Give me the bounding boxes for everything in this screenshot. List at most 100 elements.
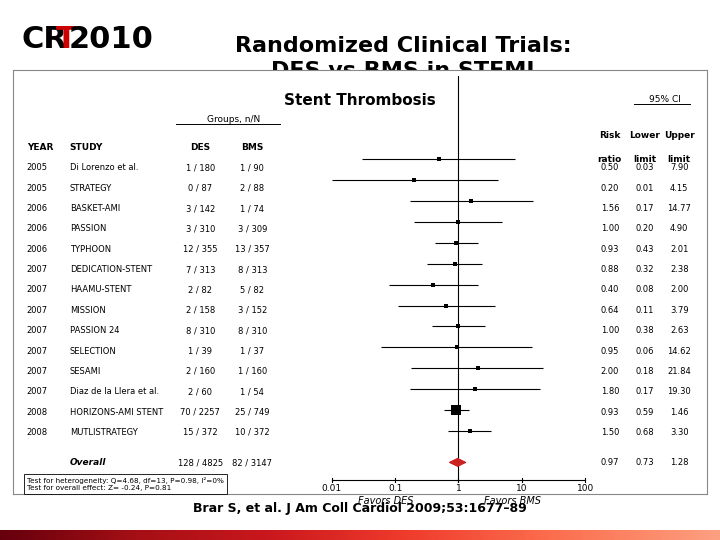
Text: 0.11: 0.11 [635,306,654,315]
Text: 70 / 2257: 70 / 2257 [181,408,220,416]
Text: 10 / 372: 10 / 372 [235,428,270,437]
Text: STUDY: STUDY [70,143,103,152]
Text: 2 / 158: 2 / 158 [186,306,215,315]
Text: 0.17: 0.17 [635,204,654,213]
Text: 0.01: 0.01 [635,184,654,193]
Text: HAAMU-STENT: HAAMU-STENT [70,286,131,294]
Text: 7.90: 7.90 [670,163,688,172]
Text: 8 / 313: 8 / 313 [238,265,267,274]
Text: 2.01: 2.01 [670,245,688,254]
Text: 2007: 2007 [27,286,48,294]
Text: 1 / 39: 1 / 39 [189,347,212,355]
Text: 4.15: 4.15 [670,184,688,193]
Text: Overall: Overall [70,458,107,468]
Text: 100: 100 [577,484,594,494]
Text: 0.43: 0.43 [635,245,654,254]
Text: SESAMI: SESAMI [70,367,102,376]
Text: 2007: 2007 [27,347,48,355]
Text: 2 / 82: 2 / 82 [189,286,212,294]
Text: 1 / 74: 1 / 74 [240,204,264,213]
Text: Upper: Upper [664,131,695,140]
Text: 1.00: 1.00 [600,225,619,233]
Text: PASSION: PASSION [70,225,107,233]
Text: Randomized Clinical Trials:
DES vs BMS in STEMI: Randomized Clinical Trials: DES vs BMS i… [235,36,572,81]
Text: 19.30: 19.30 [667,387,691,396]
Text: Favors BMS: Favors BMS [484,496,541,506]
Text: 3 / 309: 3 / 309 [238,225,267,233]
Text: 2008: 2008 [27,428,48,437]
Text: 1 / 90: 1 / 90 [240,163,264,172]
Text: Di Lorenzo et al.: Di Lorenzo et al. [70,163,138,172]
Text: MISSION: MISSION [70,306,106,315]
Text: 0.20: 0.20 [600,184,619,193]
Text: 2008: 2008 [27,408,48,416]
Text: 1 / 180: 1 / 180 [186,163,215,172]
Text: BMS: BMS [241,143,264,152]
Text: Test for heterogeneity: Q=4.68, df=13, P=0.98, I²=0%
Test for overall effect: Z=: Test for heterogeneity: Q=4.68, df=13, P… [27,477,224,491]
Text: 12 / 355: 12 / 355 [183,245,217,254]
Text: SELECTION: SELECTION [70,347,117,355]
Text: 10: 10 [516,484,528,494]
Text: MUTLISTRATEGY: MUTLISTRATEGY [70,428,138,437]
Text: 7 / 313: 7 / 313 [186,265,215,274]
Text: 0.88: 0.88 [600,265,619,274]
Text: limit: limit [633,154,656,164]
Text: 2005: 2005 [27,163,48,172]
Text: 2006: 2006 [27,225,48,233]
Text: 1: 1 [456,484,462,494]
Text: 8 / 310: 8 / 310 [238,326,267,335]
Text: Lower: Lower [629,131,660,140]
Text: 2 / 88: 2 / 88 [240,184,264,193]
Text: 1.80: 1.80 [600,387,619,396]
Text: 13 / 357: 13 / 357 [235,245,270,254]
Text: 1.00: 1.00 [600,326,619,335]
Text: Diaz de la Llera et al.: Diaz de la Llera et al. [70,387,159,396]
Text: T: T [55,25,76,55]
Text: HORIZONS-AMI STENT: HORIZONS-AMI STENT [70,408,163,416]
Text: 0.17: 0.17 [635,387,654,396]
Text: DEDICATION-STENT: DEDICATION-STENT [70,265,152,274]
Text: 2.00: 2.00 [600,367,619,376]
Text: 1.28: 1.28 [670,458,688,468]
Text: 0.08: 0.08 [635,286,654,294]
Text: 8 / 310: 8 / 310 [186,326,215,335]
Text: TYPHOON: TYPHOON [70,245,111,254]
Text: 0.93: 0.93 [600,408,619,416]
Text: 0.38: 0.38 [635,326,654,335]
Text: 1 / 160: 1 / 160 [238,367,267,376]
Text: 2005: 2005 [27,184,48,193]
Text: 2007: 2007 [27,306,48,315]
Text: 2007: 2007 [27,367,48,376]
Text: 2006: 2006 [27,245,48,254]
Text: Stent Thrombosis: Stent Thrombosis [284,93,436,108]
Text: limit: limit [667,154,690,164]
Text: 2 / 160: 2 / 160 [186,367,215,376]
Text: 2010: 2010 [68,25,153,55]
Text: BASKET-AMI: BASKET-AMI [70,204,120,213]
Text: IMPACT YOUR PRACTICE: IMPACT YOUR PRACTICE [22,84,122,93]
Text: 21.84: 21.84 [667,367,691,376]
Text: 2007: 2007 [27,265,48,274]
Text: 0.59: 0.59 [635,408,654,416]
Text: 2 / 60: 2 / 60 [189,387,212,396]
Text: 25 / 749: 25 / 749 [235,408,270,416]
Text: 0.32: 0.32 [635,265,654,274]
Text: 0.73: 0.73 [635,458,654,468]
Text: 2006: 2006 [27,204,48,213]
Polygon shape [450,458,465,466]
Text: 3.79: 3.79 [670,306,688,315]
Text: DES: DES [190,143,210,152]
Text: 82 / 3147: 82 / 3147 [233,458,272,468]
Text: 3 / 142: 3 / 142 [186,204,215,213]
Text: 128 / 4825: 128 / 4825 [178,458,223,468]
Text: STRATEGY: STRATEGY [70,184,112,193]
Text: 0 / 87: 0 / 87 [189,184,212,193]
Text: 95% CI: 95% CI [649,94,681,104]
Text: 2.00: 2.00 [670,286,688,294]
Text: Brar S, et al. J Am Coll Cardiol 2009;53:1677–89: Brar S, et al. J Am Coll Cardiol 2009;53… [193,502,527,515]
Text: 0.95: 0.95 [600,347,619,355]
Text: 3 / 152: 3 / 152 [238,306,267,315]
Text: 0.20: 0.20 [635,225,654,233]
Text: 0.93: 0.93 [600,245,619,254]
Text: 3.30: 3.30 [670,428,688,437]
